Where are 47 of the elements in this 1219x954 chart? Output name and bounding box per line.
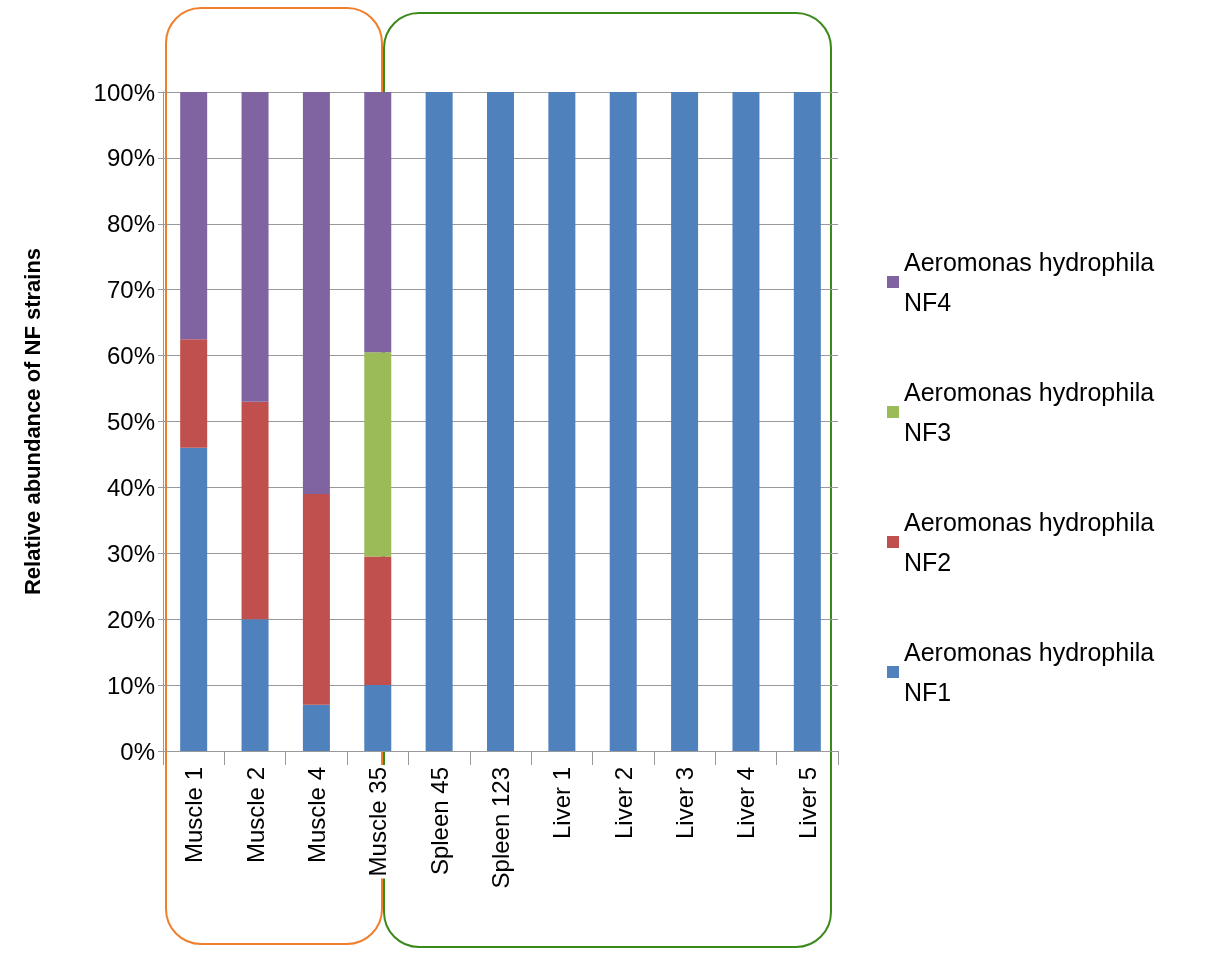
bar [180, 92, 208, 340]
y-tick-label: 20% [106, 605, 155, 633]
y-tick-label: 60% [106, 342, 155, 370]
bar [364, 352, 392, 557]
y-tick-label: 80% [106, 210, 155, 238]
y-tick-label: 40% [106, 473, 155, 501]
y-tick-label: 50% [106, 408, 155, 435]
bar [302, 704, 330, 751]
bar [364, 556, 392, 686]
y-tick-label: 70% [106, 276, 155, 304]
bar [180, 339, 208, 448]
x-tick-label: Liver 3 [671, 767, 699, 840]
bar [241, 401, 269, 620]
x-tick-label: Spleen 123 [487, 767, 514, 889]
x-tick-label: Liver 4 [732, 767, 760, 840]
bar [241, 92, 269, 402]
bar [180, 447, 208, 751]
bar [241, 619, 269, 751]
x-tick-label: Muscle 1 [180, 767, 208, 864]
y-axis-title: Relative abundance of NF strains [19, 247, 45, 596]
bar [609, 92, 637, 751]
x-tick-label: Liver 1 [548, 767, 576, 840]
bar [302, 92, 330, 494]
legend-label: Aeromonas hydrophila NF2 [904, 508, 1162, 576]
y-tick-label: 10% [106, 671, 155, 699]
bar [671, 92, 699, 751]
legend-label: Aeromonas hydrophila NF4 [904, 248, 1162, 316]
bar [793, 92, 821, 751]
legend-label: Aeromonas hydrophila NF1 [904, 638, 1162, 706]
x-tick-label: Muscle 2 [241, 767, 269, 864]
x-tick-label: Muscle 4 [302, 767, 330, 864]
y-tick-label: 30% [106, 539, 155, 567]
bar [548, 92, 576, 751]
bar [732, 92, 760, 751]
y-tick-label: 0% [120, 737, 155, 765]
x-tick-label: Spleen 45 [425, 767, 453, 876]
bar [302, 493, 330, 705]
legend-label: Aeromonas hydrophila NF3 [904, 378, 1162, 446]
y-tick-label: 90% [106, 144, 155, 172]
y-tick-label: 100% [93, 78, 155, 106]
x-tick-label: Liver 2 [609, 767, 637, 840]
x-tick-label: Muscle 35 [364, 767, 392, 877]
bar [364, 685, 392, 751]
x-tick-label: Liver 5 [793, 767, 821, 840]
bar [425, 92, 453, 751]
bar [487, 92, 514, 751]
bar [364, 92, 392, 353]
